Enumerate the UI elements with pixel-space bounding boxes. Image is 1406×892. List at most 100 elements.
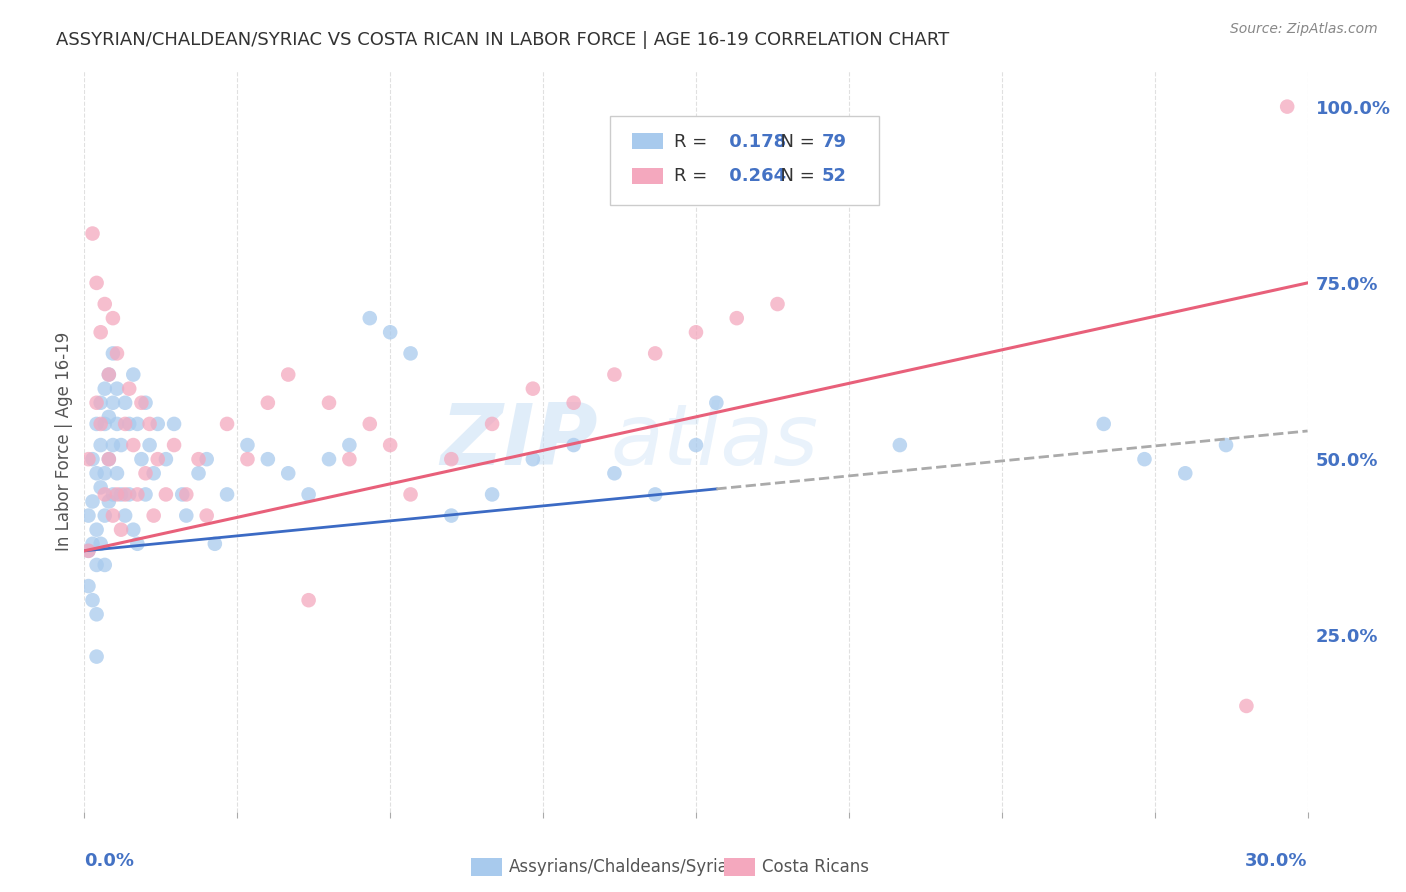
Point <box>163 438 186 452</box>
Point <box>118 487 141 501</box>
Point <box>77 508 100 523</box>
Point <box>105 417 128 431</box>
Text: R =: R = <box>673 168 713 186</box>
Point <box>339 438 361 452</box>
Point <box>86 558 108 572</box>
Point <box>174 487 197 501</box>
Text: R =: R = <box>673 133 713 151</box>
Point <box>146 417 169 431</box>
Point <box>97 494 120 508</box>
Point <box>217 487 239 501</box>
Point <box>644 487 666 501</box>
Point <box>97 452 120 467</box>
Point <box>82 494 104 508</box>
Point <box>110 487 132 501</box>
Text: ASSYRIAN/CHALDEAN/SYRIAC VS COSTA RICAN IN LABOR FORCE | AGE 16-19 CORRELATION C: ASSYRIAN/CHALDEAN/SYRIAC VS COSTA RICAN … <box>56 31 949 49</box>
Text: ZIP: ZIP <box>440 400 598 483</box>
Point <box>1277 100 1299 114</box>
Text: Source: ZipAtlas.com: Source: ZipAtlas.com <box>1230 22 1378 37</box>
Text: 52: 52 <box>823 168 846 186</box>
Point <box>236 452 259 467</box>
Point <box>90 480 112 494</box>
Text: 0.0%: 0.0% <box>84 853 135 871</box>
Point <box>97 368 120 382</box>
Point <box>127 417 149 431</box>
Point <box>122 438 145 452</box>
Text: N =: N = <box>769 133 821 151</box>
Point <box>97 368 120 382</box>
Point <box>644 346 666 360</box>
Text: N =: N = <box>769 168 821 186</box>
Point <box>603 467 626 481</box>
Point <box>399 346 422 360</box>
Point <box>127 537 149 551</box>
Point <box>86 396 108 410</box>
FancyBboxPatch shape <box>633 133 664 149</box>
Point <box>236 438 259 452</box>
Point <box>105 346 128 360</box>
Point <box>97 452 120 467</box>
Point <box>318 396 340 410</box>
Point <box>155 487 177 501</box>
Point <box>380 325 402 339</box>
Point <box>135 396 157 410</box>
Point <box>101 508 124 523</box>
Point <box>77 544 100 558</box>
Point <box>82 227 104 241</box>
Point <box>114 396 136 410</box>
Point <box>217 417 239 431</box>
Point <box>142 508 165 523</box>
Point <box>257 452 280 467</box>
Text: 30.0%: 30.0% <box>1246 853 1308 871</box>
Point <box>86 523 108 537</box>
Point <box>131 452 153 467</box>
Point <box>766 297 789 311</box>
Point <box>122 368 145 382</box>
Point <box>380 438 402 452</box>
Point <box>93 382 115 396</box>
Point <box>481 487 503 501</box>
Y-axis label: In Labor Force | Age 16-19: In Labor Force | Age 16-19 <box>55 332 73 551</box>
Point <box>86 649 108 664</box>
Point <box>86 467 108 481</box>
Point <box>603 368 626 382</box>
Point <box>82 593 104 607</box>
Point <box>118 382 141 396</box>
Point <box>105 382 128 396</box>
Point <box>105 487 128 501</box>
Point <box>93 558 115 572</box>
Point <box>101 438 124 452</box>
Point <box>298 487 321 501</box>
Point <box>889 438 911 452</box>
Point <box>127 487 149 501</box>
Point <box>110 523 132 537</box>
Point <box>318 452 340 467</box>
Point <box>685 325 707 339</box>
Point <box>359 417 381 431</box>
Text: 0.178: 0.178 <box>723 133 786 151</box>
Point <box>155 452 177 467</box>
Point <box>187 452 209 467</box>
Point <box>257 396 280 410</box>
Point <box>82 537 104 551</box>
Point <box>685 438 707 452</box>
Point <box>77 579 100 593</box>
Point <box>101 346 124 360</box>
Text: 79: 79 <box>823 133 846 151</box>
Point <box>339 452 361 467</box>
Point <box>562 396 585 410</box>
Point <box>82 452 104 467</box>
Point <box>114 487 136 501</box>
Point <box>101 396 124 410</box>
FancyBboxPatch shape <box>610 116 880 204</box>
Point <box>90 325 112 339</box>
Point <box>105 467 128 481</box>
Point <box>399 487 422 501</box>
FancyBboxPatch shape <box>633 168 664 184</box>
Point <box>481 417 503 431</box>
Point <box>110 438 132 452</box>
Point <box>562 438 585 452</box>
Point <box>135 487 157 501</box>
Point <box>298 593 321 607</box>
Point <box>440 508 463 523</box>
